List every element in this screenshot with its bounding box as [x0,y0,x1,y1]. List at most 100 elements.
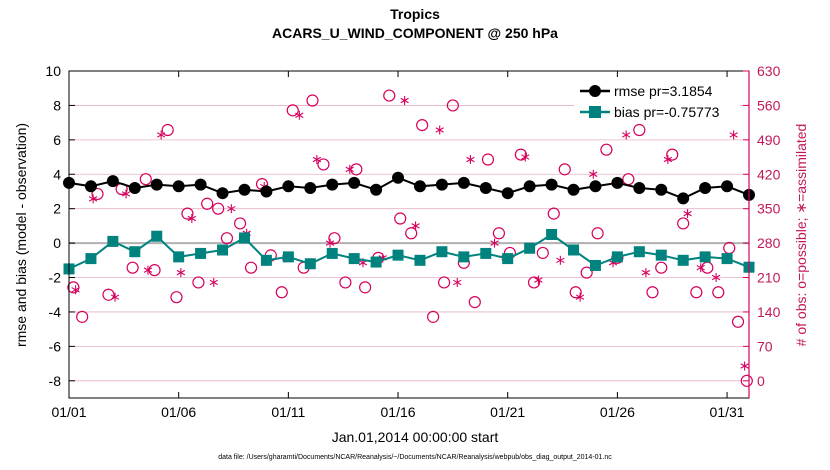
possible-obs-point [646,286,659,299]
rmse-point [238,183,251,196]
bias-point [107,235,119,247]
y-right-tick-label: 630 [757,63,781,79]
assimilated-obs-point [534,275,543,285]
y-right-tick-label: 490 [757,132,781,148]
x-tick-label: 01/21 [490,404,525,420]
bias-point [546,229,558,240]
rmse-point [172,180,185,193]
possible-obs-point [437,276,451,289]
x-tick-label: 01/06 [161,404,196,420]
assimilated-obs-point [156,130,166,140]
possible-obs-point [558,163,571,176]
possible-obs-point [394,212,407,225]
possible-obs-point [350,163,363,176]
legend-box [574,78,740,124]
bias-point [589,259,601,271]
assimilated-obs-point [187,214,197,224]
rmse-point [545,178,558,191]
legend-bias-label: bias pr=-0.75773 [614,104,720,120]
possible-obs-point [514,148,527,161]
bias-point [195,247,207,259]
bias-point [282,251,294,263]
assimilated-obs-point [740,361,749,371]
y-right-tick-label: 280 [757,235,781,251]
possible-obs-point [547,207,560,220]
bias-point [721,253,733,265]
assimilated-obs-point [663,155,673,165]
possible-obs-point [201,197,214,210]
possible-obs-point [701,261,714,274]
y-tick-label: -2 [49,270,62,286]
assimilated-obs-point [575,292,585,302]
bias-point [568,244,580,256]
rmse-series [63,171,755,205]
x-tick-label: 01/16 [381,404,416,420]
legend-rmse-marker [589,85,601,97]
rmse-point [106,175,119,188]
possible-obs-point [233,217,247,230]
y-right-tick-label: 420 [757,166,781,182]
possible-obs-point [181,207,194,220]
bias-point [502,253,514,265]
rmse-point [150,178,163,191]
possible-obs-point [600,143,613,156]
possible-obs-point [536,246,549,260]
possible-obs-point [102,288,115,301]
rmse-point [413,180,426,193]
rmse-point [282,180,295,193]
rmse-point [633,182,646,195]
obs-count-layer [67,89,753,387]
legend-rmse-label: rmse pr=3.1854 [614,83,713,99]
assimilated-obs-point [227,204,236,214]
bias-point [392,249,404,261]
rmse-point [655,183,668,196]
possible-obs-point [306,94,319,107]
assimilated-obs-point [435,125,444,135]
possible-obs-point [416,118,429,132]
rmse-line [68,176,750,200]
bias-point [260,254,272,266]
bias-point [151,230,163,242]
rmse-point [392,171,405,184]
possible-obs-point [220,232,234,245]
rmse-point [677,192,690,205]
y-right-tick-label: 0 [757,373,765,389]
assimilated-obs-point [143,265,153,275]
rmse-point [84,180,97,193]
bias-point [458,251,470,263]
bias-point [414,254,426,266]
assimilated-obs-point [490,238,499,248]
chart-title: Tropics [390,6,440,22]
y-right-tick-label: 560 [757,97,781,113]
assimilated-obs-point [521,152,530,162]
y-right-tick-label: 210 [757,270,781,286]
possible-obs-point [655,261,668,274]
rmse-point [501,187,514,200]
possible-obs-point [126,261,139,274]
possible-obs-point [339,276,352,289]
assimilated-obs-point [345,164,354,174]
possible-obs-point [170,291,183,304]
bias-point [129,246,141,258]
possible-obs-point [161,123,174,137]
y-tick-label: 4 [53,166,61,182]
possible-obs-point [723,241,736,255]
x-tick-label: 01/26 [600,404,635,420]
assimilated-obs-point [88,194,98,204]
rmse-point [326,178,339,191]
x-axis: 01/01 01/06 01/11 01/16 01/21 01/26 01/31 [51,71,745,420]
y-axis-left: -8 -6 -4 -2 0 2 4 6 8 10 [45,63,75,389]
possible-obs-point [633,123,646,137]
rmse-point [194,178,207,191]
bias-point [238,232,250,244]
bias-point [699,251,711,263]
possible-obs-point [91,187,104,201]
y-tick-label: -4 [49,304,62,320]
assimilated-obs-point [325,238,335,248]
rmse-point [589,180,602,193]
assimilated-obs-point [466,155,475,165]
assimilated-obs-point [453,277,462,287]
rmse-point [260,185,273,198]
possible-obs-point [286,104,299,117]
